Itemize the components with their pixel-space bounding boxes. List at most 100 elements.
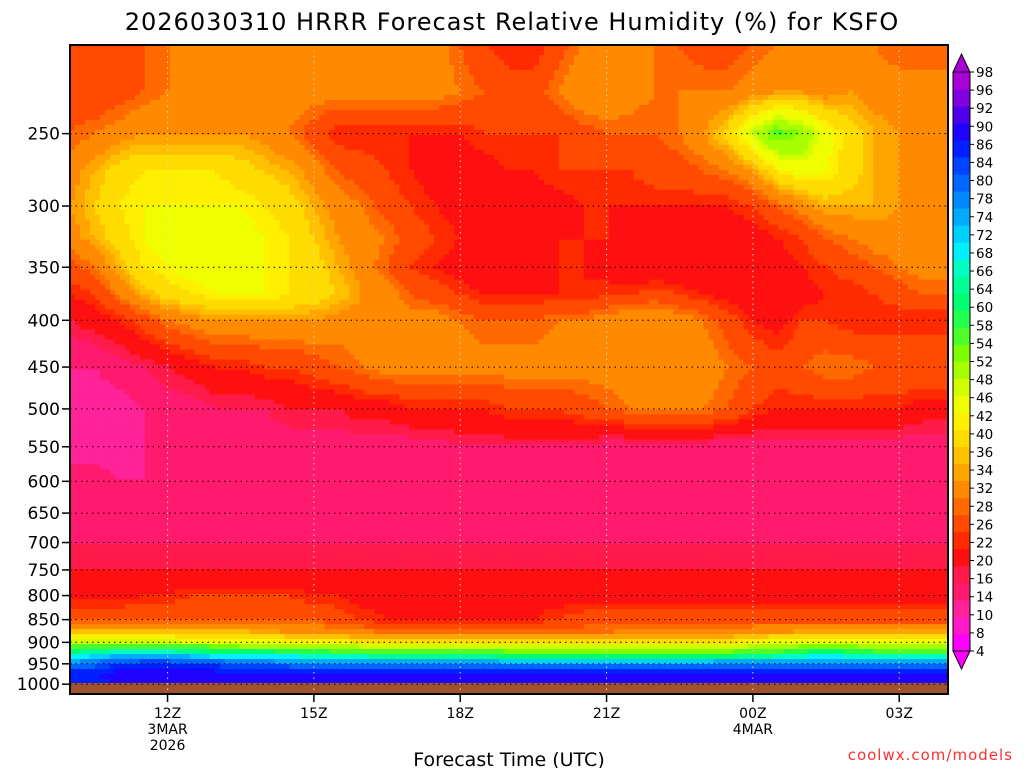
heatmap-cell — [618, 154, 625, 161]
heatmap-cell — [848, 94, 854, 101]
heatmap-cell — [618, 139, 625, 146]
heatmap-cell — [349, 134, 355, 141]
heatmap-cell — [234, 64, 241, 71]
heatmap-cell — [663, 99, 670, 106]
heatmap-cell — [304, 129, 311, 136]
heatmap-cell — [354, 84, 360, 91]
heatmap-cell — [598, 169, 605, 176]
heatmap-cell — [459, 94, 465, 101]
heatmap-cell — [643, 64, 650, 71]
heatmap-cell — [359, 64, 365, 71]
heatmap-cell — [763, 179, 770, 186]
heatmap-cell — [74, 74, 81, 81]
heatmap-cell — [548, 45, 555, 51]
heatmap-cell — [823, 159, 829, 166]
heatmap-cell — [194, 79, 201, 86]
heatmap-cell — [878, 109, 884, 116]
heatmap-cell — [523, 149, 530, 156]
heatmap-cell — [369, 174, 375, 181]
heatmap-cell — [194, 179, 201, 186]
heatmap-cell — [194, 64, 201, 71]
heatmap-cell — [269, 144, 276, 151]
heatmap-cell — [648, 59, 655, 66]
heatmap-cell — [84, 59, 91, 66]
heatmap-cell — [484, 144, 490, 151]
heatmap-cell — [354, 129, 360, 136]
heatmap-cell — [484, 84, 490, 91]
heatmap-cell — [773, 54, 779, 61]
heatmap-cell — [299, 139, 306, 146]
heatmap-cell — [454, 64, 460, 71]
heatmap-cell — [613, 159, 620, 166]
heatmap-cell — [548, 89, 555, 96]
heatmap-cell — [738, 109, 745, 116]
heatmap-cell — [598, 59, 605, 66]
heatmap-cell — [918, 119, 924, 126]
heatmap-cell — [933, 45, 939, 51]
heatmap-cell — [459, 154, 465, 161]
heatmap-cell — [74, 54, 81, 61]
heatmap-cell — [528, 149, 535, 156]
heatmap-cell — [99, 54, 106, 61]
heatmap-cell — [818, 89, 824, 96]
heatmap-cell — [74, 59, 81, 66]
heatmap-cell — [743, 54, 750, 61]
heatmap-cell — [429, 104, 435, 111]
heatmap-cell — [449, 74, 455, 81]
heatmap-cell — [553, 104, 560, 111]
heatmap-cell — [603, 79, 610, 86]
heatmap-cell — [883, 154, 889, 161]
heatmap-cell — [184, 54, 191, 61]
heatmap-cell — [259, 164, 266, 171]
heatmap-cell — [768, 154, 774, 161]
heatmap-cell — [928, 99, 934, 106]
heatmap-cell — [199, 104, 206, 111]
heatmap-cell — [274, 139, 281, 146]
heatmap-cell — [384, 84, 390, 91]
heatmap-cell — [414, 94, 420, 101]
heatmap-cell — [623, 154, 630, 161]
heatmap-cell — [538, 164, 545, 171]
heatmap-cell — [643, 134, 650, 141]
heatmap-cell — [748, 169, 755, 176]
heatmap-cell — [663, 49, 670, 56]
heatmap-cell — [733, 79, 740, 86]
heatmap-cell — [189, 114, 196, 121]
heatmap-cell — [668, 139, 675, 146]
heatmap-cell — [344, 109, 350, 116]
heatmap-cell — [414, 124, 420, 131]
heatmap-cell — [199, 169, 206, 176]
heatmap-cell — [773, 109, 779, 116]
heatmap-cell — [558, 79, 565, 86]
heatmap-cell — [523, 119, 530, 126]
heatmap-cell — [314, 84, 321, 91]
heatmap-cell — [713, 54, 720, 61]
heatmap-cell — [509, 94, 515, 101]
heatmap-cell — [404, 79, 410, 86]
heatmap-cell — [229, 69, 236, 76]
heatmap-cell — [813, 104, 819, 111]
heatmap-cell — [728, 114, 735, 121]
heatmap-cell — [918, 79, 924, 86]
heatmap-cell — [254, 94, 261, 101]
heatmap-cell — [918, 154, 924, 161]
heatmap-cell — [124, 119, 131, 126]
heatmap-cell — [74, 164, 81, 171]
heatmap-cell — [509, 45, 515, 51]
heatmap-cell — [833, 134, 839, 141]
heatmap-cell — [144, 64, 151, 71]
heatmap-cell — [868, 54, 874, 61]
heatmap-cell — [244, 114, 251, 121]
heatmap-cell — [883, 144, 889, 151]
heatmap-cell — [94, 94, 101, 101]
heatmap-cell — [723, 149, 730, 156]
heatmap-cell — [528, 174, 535, 181]
heatmap-cell — [209, 79, 216, 86]
heatmap-cell — [778, 179, 784, 186]
heatmap-cell — [129, 59, 136, 66]
heatmap-cell — [444, 154, 450, 161]
heatmap-cell — [214, 94, 221, 101]
heatmap-cell — [159, 154, 166, 161]
heatmap-cell — [349, 45, 355, 51]
heatmap-cell — [553, 129, 560, 136]
